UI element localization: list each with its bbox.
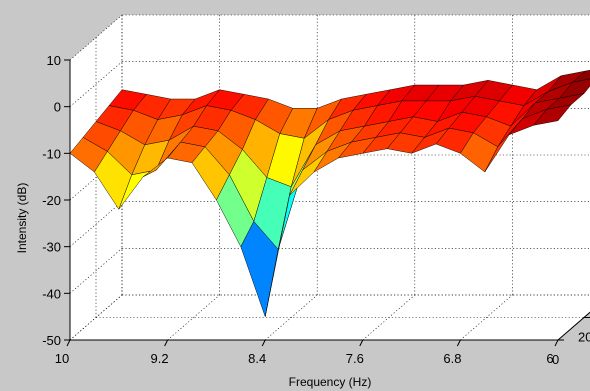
axes-back-panes	[69, 14, 590, 341]
grid-line	[460, 294, 513, 341]
x-tick-mark	[66, 339, 71, 347]
x-tick-label: 6	[546, 351, 553, 366]
x-axis-label: Frequency (Hz)	[289, 375, 372, 389]
x-tick-label: 6.8	[443, 351, 461, 366]
grid-line	[69, 61, 123, 107]
grid-line	[167, 294, 220, 341]
z-axis-label: Intensity (dB)	[15, 183, 29, 254]
surface-mesh	[69, 69, 590, 317]
grid-line	[69, 201, 123, 247]
x-tick-mark	[554, 339, 559, 347]
y-tick-label: 0	[552, 352, 559, 367]
z-tick-label: 0	[54, 100, 61, 115]
grid-line	[69, 248, 123, 294]
x-tick-label: 10	[55, 351, 69, 366]
x-tick-label: 9.2	[151, 351, 169, 366]
floor	[70, 295, 590, 340]
z-tick-label: -40	[42, 286, 61, 301]
z-tick-label: -50	[42, 333, 61, 348]
z-tick-label: -10	[42, 146, 61, 161]
x-tick-label: 8.4	[248, 351, 266, 366]
y-tick-label: 20	[578, 330, 590, 345]
grid-line	[265, 294, 318, 341]
x-tick-mark	[456, 339, 461, 347]
x-tick-mark	[261, 339, 266, 347]
surface-facet	[533, 104, 572, 126]
x-tick-mark	[164, 339, 169, 347]
z-axis-ticks: 10 0 -10 -20 -30 -40 -50	[42, 53, 70, 348]
x-tick-mark	[359, 339, 364, 347]
y-axis-ticks: 02040	[552, 317, 590, 367]
z-tick-label: -20	[42, 193, 61, 208]
x-axis-ticks: 10 9.2 8.4 7.6 6.8 6	[55, 339, 559, 366]
x-tick-label: 7.6	[346, 351, 364, 366]
z-tick-label: -30	[42, 240, 61, 255]
z-tick-label: 10	[47, 53, 61, 68]
